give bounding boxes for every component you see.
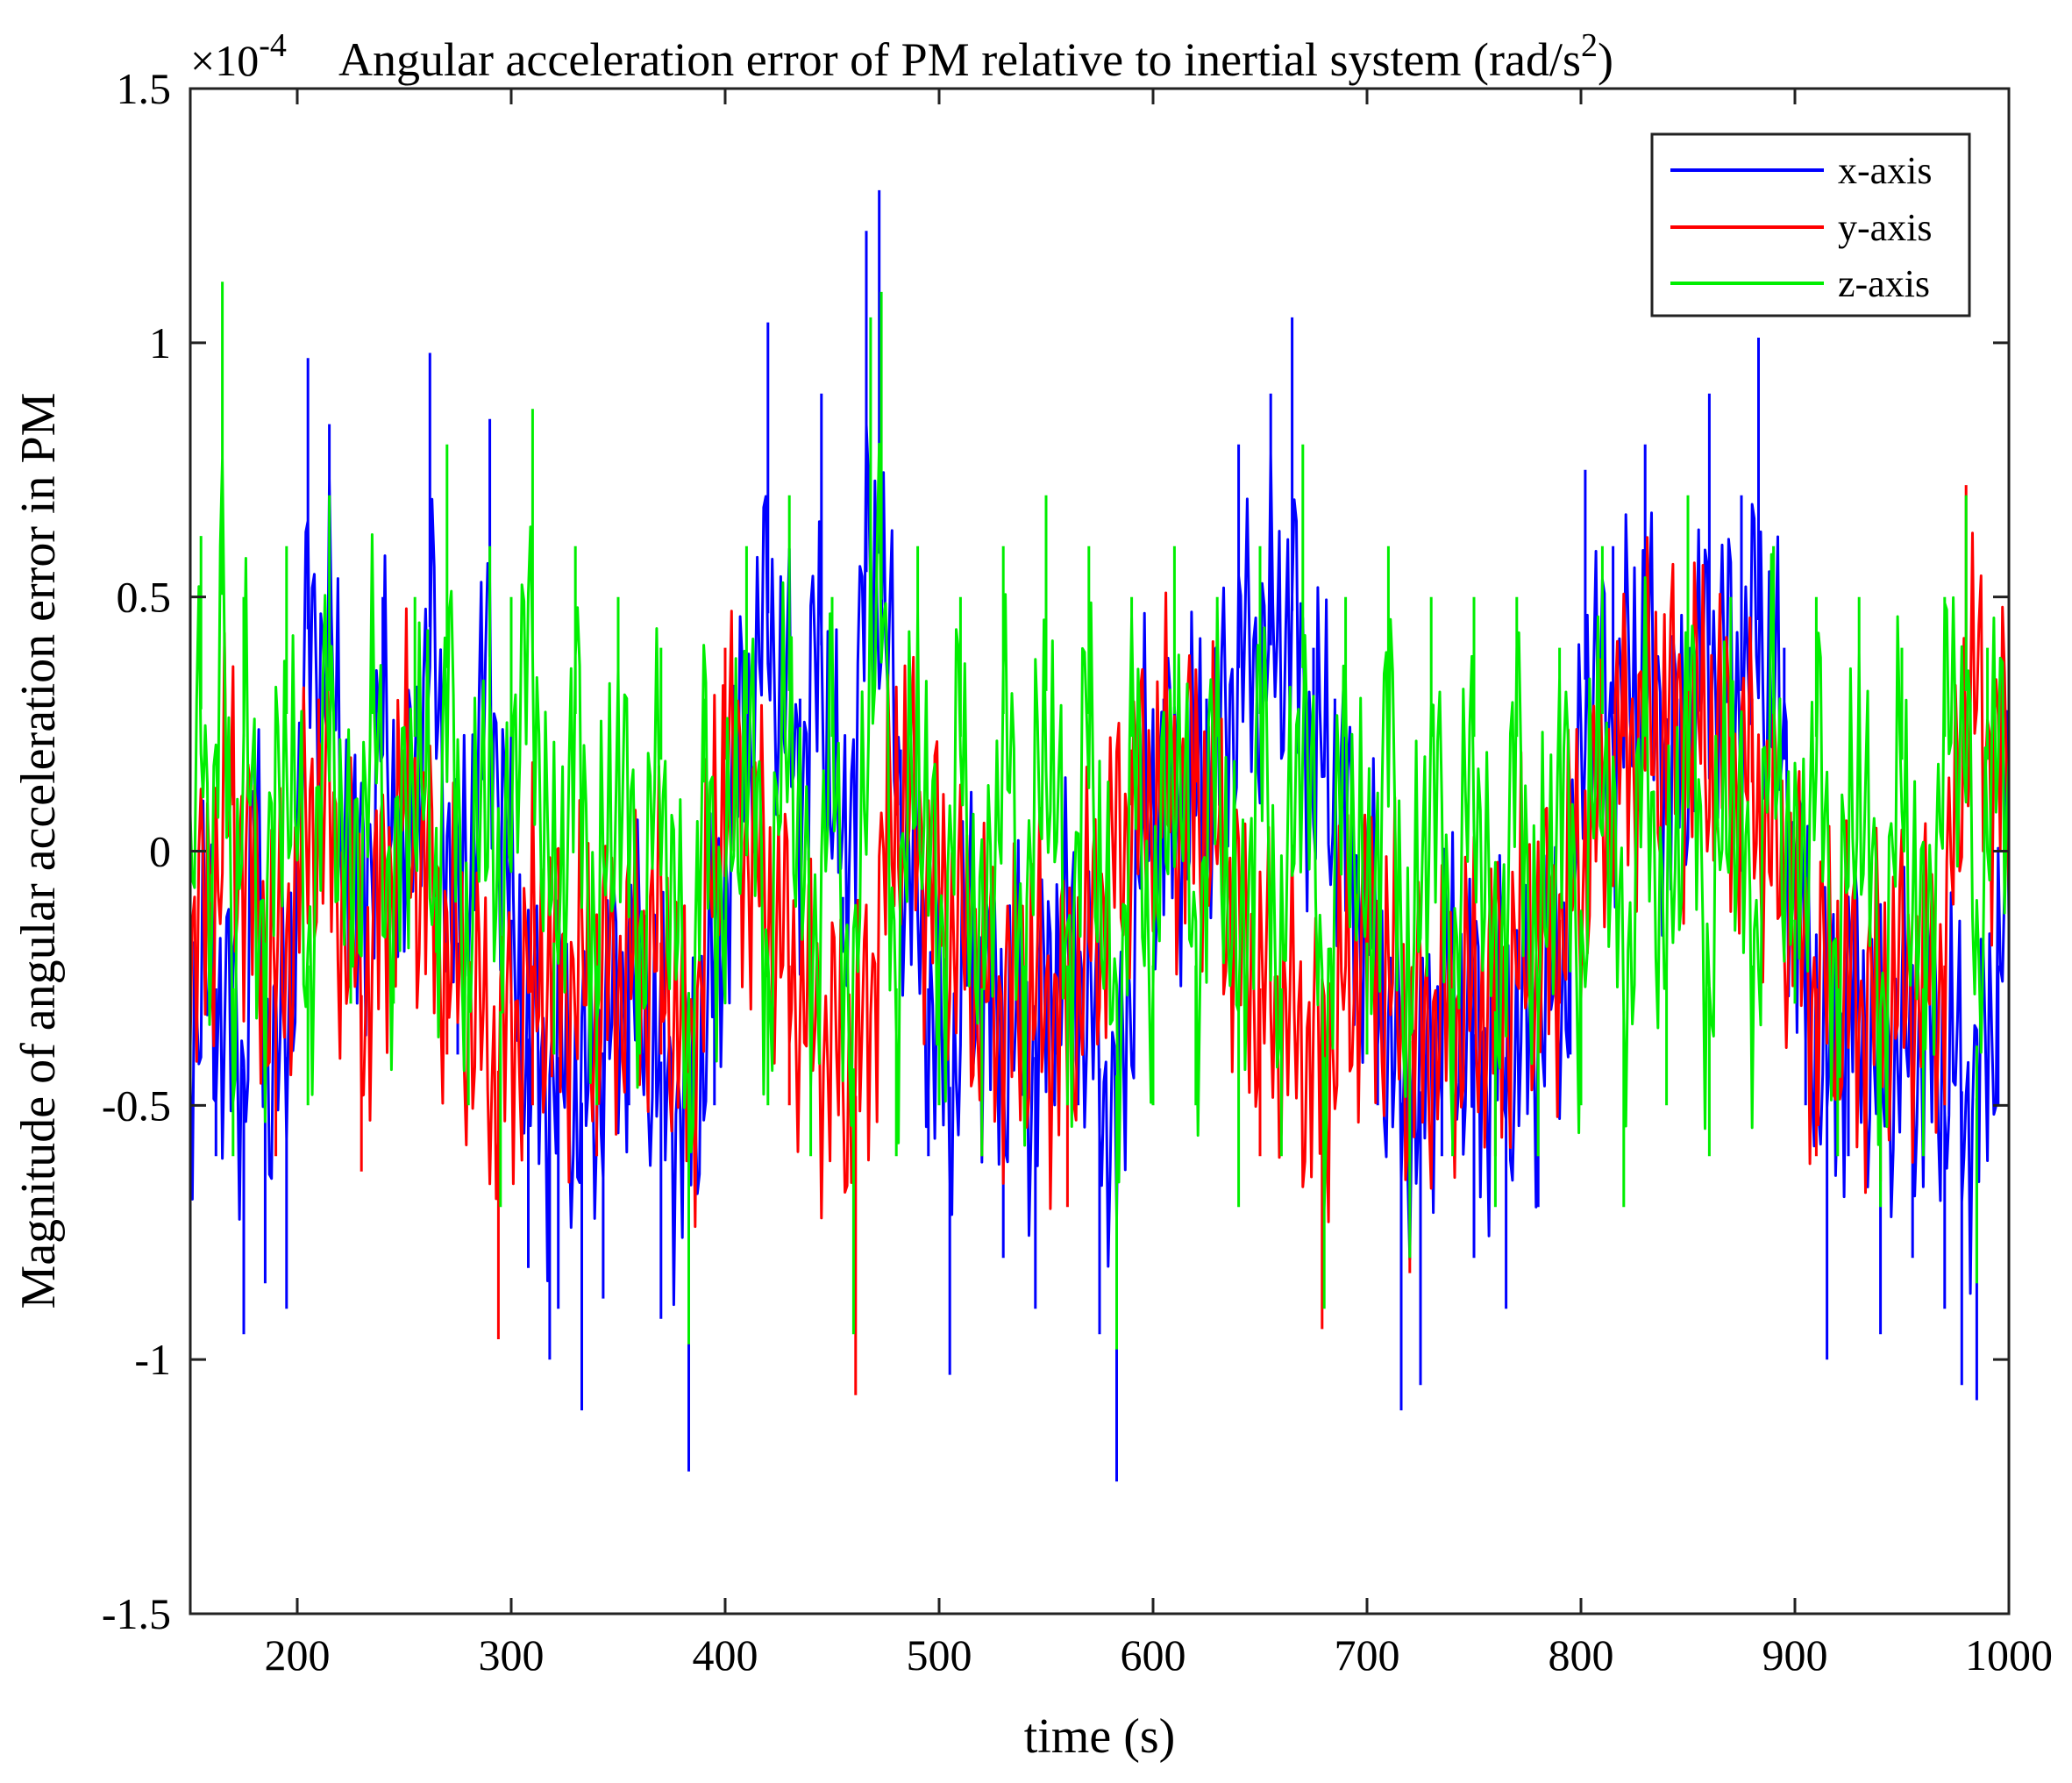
legend-label-z-axis: z-axis bbox=[1838, 262, 1930, 305]
legend-label-y-axis: y-axis bbox=[1838, 206, 1933, 249]
plot-frame bbox=[189, 87, 2011, 1615]
y-tick-label: -1 bbox=[134, 1335, 171, 1384]
x-tick-label: 200 bbox=[265, 1630, 331, 1680]
y-tick-label: -0.5 bbox=[102, 1080, 171, 1130]
legend-label-x-axis: x-axis bbox=[1838, 149, 1933, 192]
x-tick-label: 1000 bbox=[1965, 1630, 2053, 1680]
x-tick-label: 800 bbox=[1549, 1630, 1614, 1680]
y-axis-label: Magnitude of angular acceleration error … bbox=[11, 393, 66, 1309]
series-layer bbox=[189, 189, 2011, 1482]
chart-title: Angular acceleration error of PM relativ… bbox=[338, 27, 1613, 86]
x-tick-label: 500 bbox=[907, 1630, 972, 1680]
x-tick-label: 400 bbox=[693, 1630, 758, 1680]
y-tick-label: 0 bbox=[149, 827, 171, 876]
ticks-layer: 200 300 400 500 600 700 800 900 1000 -1.5 -1 -0.5 0 0… bbox=[102, 64, 2053, 1680]
y-tick-label: 1.5 bbox=[117, 64, 172, 113]
scale-factor: ×10-4 bbox=[190, 27, 287, 85]
y-tick-label: -1.5 bbox=[102, 1589, 171, 1638]
x-tick-label: 900 bbox=[1762, 1630, 1828, 1680]
x-tick-label: 600 bbox=[1121, 1630, 1186, 1680]
legend: x-axis y-axis z-axis bbox=[1650, 132, 1971, 317]
y-tick-label: 1 bbox=[149, 318, 171, 367]
legend-box bbox=[1650, 132, 1971, 317]
x-tick-label: 300 bbox=[479, 1630, 545, 1680]
series-line-z-axis bbox=[189, 282, 2011, 1350]
x-tick-label: 700 bbox=[1335, 1630, 1400, 1680]
y-tick-label: 0.5 bbox=[117, 573, 172, 622]
x-axis-label: time (s) bbox=[1024, 1709, 1176, 1764]
